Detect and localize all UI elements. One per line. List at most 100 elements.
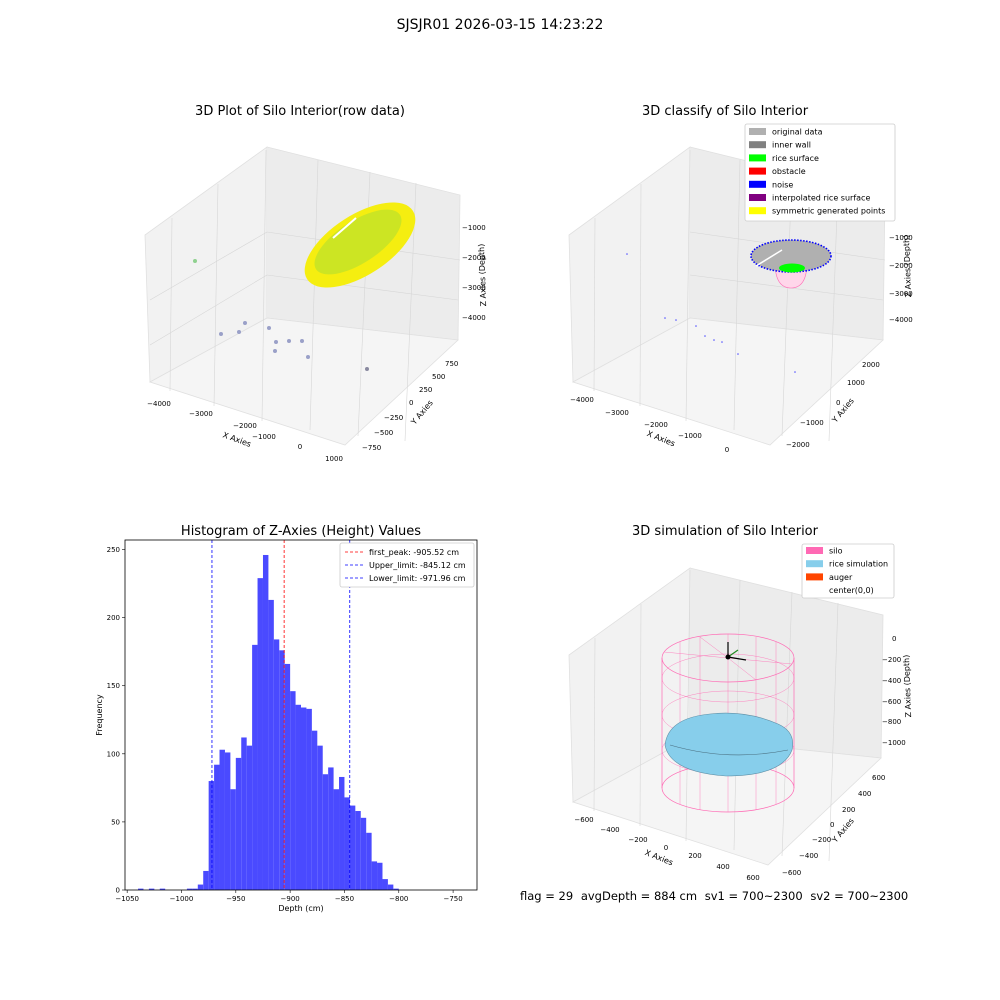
p2-ytick-1: 1000 (847, 379, 865, 387)
legend-label: obstacle (772, 167, 806, 176)
histogram-bar (322, 774, 329, 890)
center-marker (725, 654, 731, 660)
p4-ytick-1: 400 (858, 790, 871, 798)
histogram-bar (387, 884, 394, 890)
histogram-bar (377, 862, 383, 890)
y-tick-label: 150 (107, 682, 120, 690)
legend-label: rice simulation (829, 560, 888, 569)
histogram-bar (344, 797, 350, 890)
p4-ytick-3: 0 (830, 821, 834, 829)
x-tick-label: −750 (443, 895, 462, 903)
p2-ytick-4: −2000 (786, 441, 810, 449)
p2-ytick-0: 2000 (862, 361, 880, 369)
histogram-bar (371, 861, 378, 890)
histogram-bar (333, 789, 340, 890)
panel4-title: 3D simulation of Silo Interior (632, 524, 818, 539)
p1-xtick-0: −4000 (147, 400, 171, 408)
p4-xtick-2: −200 (628, 836, 647, 844)
legend-swatch (749, 194, 766, 201)
p4-ztick-0: 0 (892, 635, 896, 643)
histogram-bar (159, 888, 166, 890)
histogram-bar (208, 781, 215, 890)
legend-swatch (749, 128, 766, 135)
histogram-bar (262, 554, 269, 890)
panel2-legend: original data inner wall rice surface obsta… (744, 123, 896, 222)
legend-label: silo (829, 547, 843, 556)
y-tick-label: 50 (111, 818, 120, 826)
histogram-bar (241, 737, 247, 890)
rice-surface-points (779, 263, 805, 273)
histogram-bar (257, 578, 263, 890)
p1-ztick-1: −2000 (462, 254, 486, 262)
p2-ztick-1: −1000 (889, 234, 913, 242)
legend-swatch (806, 573, 823, 581)
p4-xtick-4: 200 (688, 852, 701, 860)
histogram-bar (219, 749, 225, 890)
p2-xtick-4: 0 (725, 446, 729, 454)
histogram-bar (192, 888, 198, 890)
histogram-bar (138, 888, 144, 890)
p4-zlabel: Z Axies (Depth) (902, 655, 913, 718)
legend-label: first_peak: -905.52 cm (369, 548, 459, 557)
p4-ytick-6: −600 (782, 869, 801, 877)
histogram-bar (224, 752, 231, 890)
histogram-bar (290, 691, 296, 890)
p2-xlabel: X Axies (646, 429, 677, 448)
legend-label: rice surface (772, 154, 819, 163)
p4-xlabel: X Axies (644, 848, 675, 867)
histogram-bar (366, 832, 372, 890)
histogram-bar (203, 870, 209, 890)
legend-label: noise (772, 180, 793, 189)
p4-ztick-3: −600 (882, 698, 901, 706)
histogram-bar (252, 644, 258, 890)
histogram-bar (328, 767, 334, 890)
status-footer: flag = 29 avgDepth = 884 cm sv1 = 700~23… (520, 889, 912, 903)
p2-ytick-3: −1000 (800, 419, 824, 427)
p2-ztick-4: −4000 (889, 316, 913, 324)
x-tick-label: −900 (281, 895, 300, 903)
legend-swatch (749, 180, 766, 188)
histogram-bar (186, 888, 193, 890)
panel4-3d-plot: −600 −400 −200 0 200 400 600 600 400 200… (568, 543, 913, 882)
histogram-bar (273, 639, 280, 890)
histogram-bar (360, 817, 367, 890)
panel2-title: 3D classify of Silo Interior (641, 104, 809, 119)
p1-xtick-3: −1000 (252, 433, 276, 441)
p4-ztick-1: −200 (882, 656, 901, 664)
histogram-bar (301, 707, 307, 890)
p2-ztick-3: −3000 (889, 290, 913, 298)
sv1-value: sv1 = 700~2300 (704, 889, 803, 903)
histogram-bar (311, 730, 318, 890)
histogram-bar (268, 599, 274, 890)
histogram-title: Histogram of Z-Axies (Height) Values (180, 524, 422, 539)
sv2-value: sv2 = 700~2300 (810, 889, 909, 903)
histogram-ylabel: Frequency (95, 694, 104, 736)
p4-ztick-4: −800 (882, 718, 901, 726)
p1-xtick-5: 1000 (325, 455, 343, 463)
figure-title: SJSJR01 2026-03-15 14:23:22 (396, 17, 604, 33)
legend-swatch (749, 141, 766, 149)
point-cloud-inner (314, 209, 402, 275)
histogram-bar (284, 663, 291, 890)
y-tick-label: 0 (116, 887, 120, 895)
p1-ztick-0: −1000 (462, 224, 486, 232)
p1-ytick-2: 250 (419, 386, 432, 394)
legend-label: auger (829, 573, 853, 582)
panel1-gridlines (149, 149, 461, 442)
legend-label: Lower_limit: -971.96 cm (369, 574, 466, 583)
histogram-bar (349, 805, 356, 890)
histogram-bar (355, 811, 361, 890)
p1-ytick-3: 0 (409, 399, 413, 407)
panel2-3d-plot: −4000 −3000 −2000 −1000 0 2000 1000 0 −1… (568, 123, 913, 454)
y-tick-label: 200 (107, 614, 120, 622)
p1-xlabel: X Axies (221, 430, 252, 449)
p4-ytick-4: −200 (812, 836, 831, 844)
p1-xtick-4: 0 (298, 443, 302, 451)
x-tick-label: −1000 (170, 895, 194, 903)
x-tick-label: −800 (389, 895, 408, 903)
legend-label: Upper_limit: -845.12 cm (369, 561, 466, 570)
histogram-bar (148, 888, 155, 890)
histogram-chart: −1050 −1000 −950 −900 −850 −800 −750 0 50 100 150… (95, 539, 478, 913)
flag-value: flag = 29 (520, 889, 574, 903)
panel1-3d-plot: −4000 −3000 −2000 −1000 0 1000 750 500 2… (144, 146, 488, 463)
